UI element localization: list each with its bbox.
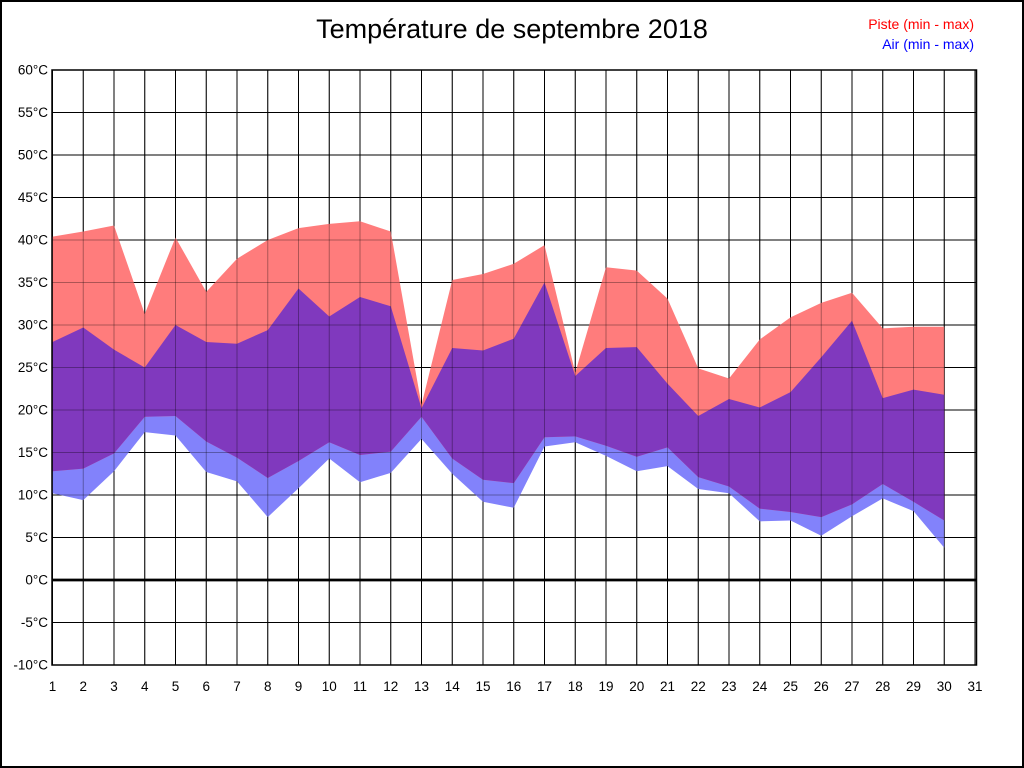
y-tick-label: 50°C xyxy=(18,148,48,163)
grid-lines-overlay xyxy=(52,69,977,666)
x-tick-label: 18 xyxy=(568,679,583,694)
x-axis-labels: 1 2 3 4 5 6 7 8 9 10 11 12 13 14 15 16 17 18 19 20 21 22 23 24 2… xyxy=(49,679,983,694)
y-tick-label: 25°C xyxy=(18,360,48,375)
x-tick-label: 11 xyxy=(353,679,367,694)
x-tick-label: 2 xyxy=(79,679,87,694)
y-tick-label: 55°C xyxy=(18,105,48,120)
x-tick-label: 9 xyxy=(295,679,303,694)
y-tick-label: 0°C xyxy=(25,573,48,588)
x-tick-label: 22 xyxy=(691,679,706,694)
y-tick-label: 35°C xyxy=(18,275,48,290)
x-tick-label: 31 xyxy=(967,679,982,694)
legend-piste: Piste (min - max) xyxy=(868,16,974,32)
x-tick-label: 23 xyxy=(721,679,736,694)
x-tick-label: 25 xyxy=(783,679,798,694)
x-tick-label: 28 xyxy=(875,679,890,694)
x-tick-label: 10 xyxy=(322,679,337,694)
x-tick-label: 20 xyxy=(629,679,644,694)
x-tick-label: 29 xyxy=(906,679,921,694)
y-tick-label: -10°C xyxy=(13,658,48,673)
y-tick-label: 45°C xyxy=(18,190,48,205)
y-axis-labels: 60°C 55°C 50°C 45°C 40°C 35°C 30°C 25°C 20°C 15°C… xyxy=(13,63,48,673)
x-tick-label: 15 xyxy=(475,679,490,694)
x-tick-label: 30 xyxy=(937,679,952,694)
x-tick-label: 5 xyxy=(172,679,180,694)
x-tick-label: 12 xyxy=(383,679,398,694)
x-tick-label: 6 xyxy=(202,679,210,694)
y-tick-label: 15°C xyxy=(18,445,48,460)
x-tick-label: 4 xyxy=(141,679,149,694)
y-tick-label: -5°C xyxy=(21,615,48,630)
x-tick-label: 3 xyxy=(110,679,118,694)
x-tick-label: 7 xyxy=(233,679,241,694)
x-tick-label: 17 xyxy=(537,679,552,694)
plot-border xyxy=(51,69,978,666)
y-tick-label: 10°C xyxy=(18,488,48,503)
y-tick-label: 5°C xyxy=(25,530,48,545)
x-tick-label: 14 xyxy=(445,679,461,694)
y-tick-label: 60°C xyxy=(18,63,48,78)
overlap-band-area xyxy=(52,282,945,521)
x-tick-label: 27 xyxy=(844,679,859,694)
y-tick-label: 20°C xyxy=(18,403,48,418)
x-tick-label: 1 xyxy=(49,679,57,694)
y-tick-label: 40°C xyxy=(18,233,48,248)
x-tick-label: 26 xyxy=(814,679,829,694)
x-tick-label: 24 xyxy=(752,679,768,694)
chart-title: Température de septembre 2018 xyxy=(316,14,708,44)
x-tick-label: 13 xyxy=(414,679,429,694)
y-tick-label: 30°C xyxy=(18,318,48,333)
chart-legend: Piste (min - max) Air (min - max) xyxy=(868,14,974,54)
x-tick-label: 19 xyxy=(598,679,613,694)
x-tick-label: 8 xyxy=(264,679,272,694)
x-tick-label: 16 xyxy=(506,679,521,694)
x-tick-label: 21 xyxy=(660,679,675,694)
legend-air: Air (min - max) xyxy=(882,36,974,52)
